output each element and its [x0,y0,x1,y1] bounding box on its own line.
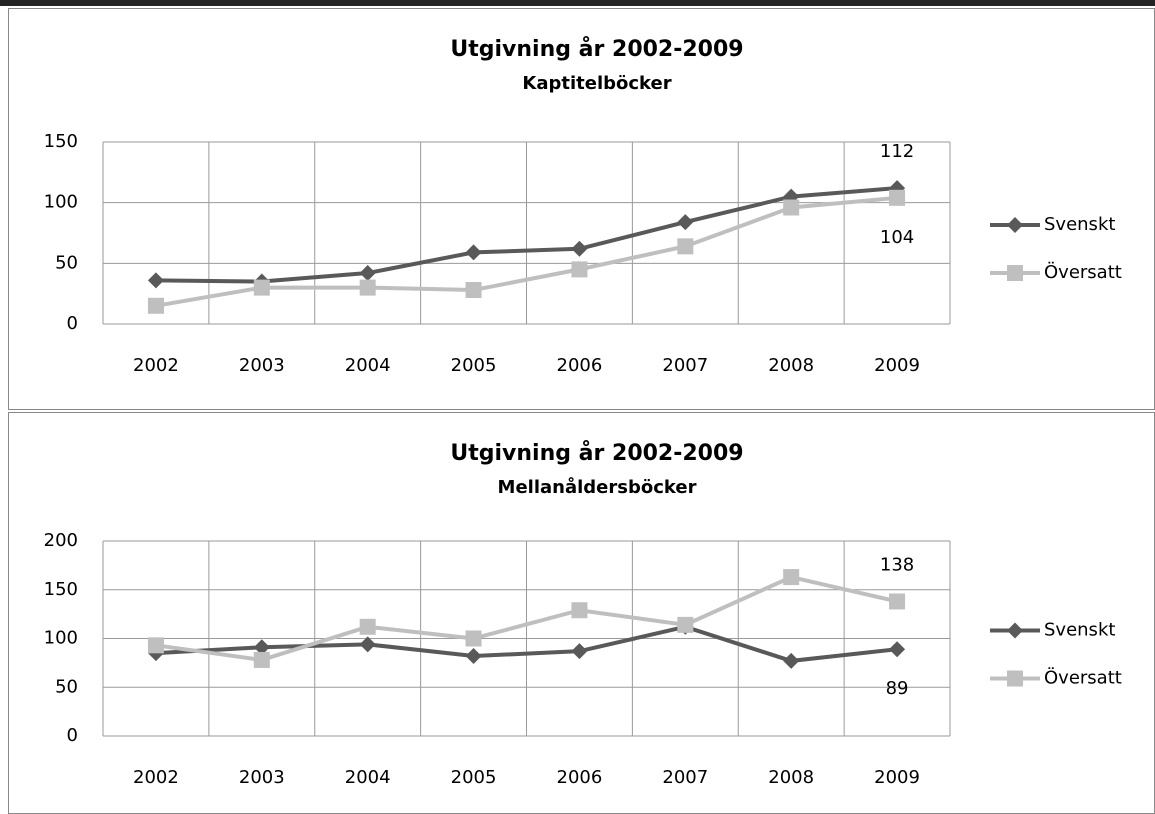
y-tick-label: 0 [67,313,78,334]
data-label: 112 [880,141,914,162]
marker [783,652,800,669]
y-tick-label: 100 [44,192,78,213]
legend-label: Svenskt [1044,620,1115,641]
chart-title: Utgivning år 2002-2009 [450,36,743,62]
marker [359,279,376,296]
marker [147,297,164,314]
marker [253,279,270,296]
marker [677,238,694,255]
marker [677,616,694,633]
marker [677,214,694,231]
marker [571,643,588,660]
marker [889,593,906,610]
x-tick-label: 2007 [662,767,708,788]
marker [1007,670,1023,687]
marker [465,244,482,261]
marker [253,639,270,656]
marker [147,637,164,654]
x-tick-label: 2002 [133,767,179,788]
marker [359,265,376,282]
marker [253,651,270,668]
y-tick-label: 0 [67,725,78,746]
marker [571,261,588,278]
series-line [155,624,898,663]
legend-label: Svenskt [1044,214,1115,235]
y-tick-label: 150 [44,579,78,600]
marker [465,282,482,299]
marker [359,618,376,635]
marker [783,199,800,216]
marker [465,648,482,665]
marker [359,636,376,653]
marker [783,569,800,586]
chart-title: Utgivning år 2002-2009 [450,440,743,466]
x-tick-label: 2004 [345,767,391,788]
x-tick-label: 2009 [874,767,920,788]
marker [147,272,164,289]
data-label: 138 [880,554,914,575]
marker [465,630,482,647]
marker [571,602,588,619]
legend-label: Översatt [1044,667,1122,689]
marker [1007,217,1023,233]
x-tick-label: 2005 [451,767,497,788]
x-tick-label: 2009 [874,355,920,376]
x-tick-label: 2006 [557,355,603,376]
x-tick-label: 2005 [451,355,497,376]
x-tick-label: 2002 [133,355,179,376]
x-tick-label: 2003 [239,355,285,376]
y-tick-label: 100 [44,628,78,649]
series-line [155,574,898,662]
y-tick-label: 200 [44,530,78,551]
x-tick-label: 2007 [662,355,708,376]
marker [1007,265,1023,281]
x-tick-label: 2004 [345,355,391,376]
data-label: 89 [886,678,909,699]
y-tick-label: 150 [44,131,78,152]
x-tick-label: 2008 [768,355,814,376]
chart-subtitle: Kaptitelböcker [522,73,671,94]
chart-frame [8,8,1155,410]
y-tick-label: 50 [55,676,78,697]
x-tick-label: 2006 [557,767,603,788]
legend-label: Översatt [1044,261,1122,283]
x-tick-label: 2003 [239,767,285,788]
series-line [155,195,898,308]
x-tick-label: 2008 [768,767,814,788]
series-line [155,186,898,284]
cropped-heading [0,0,1155,6]
y-tick-label: 50 [55,252,78,273]
marker [889,641,906,658]
marker [571,240,588,257]
marker [889,189,906,206]
chart-subtitle: Mellanåldersböcker [498,476,697,498]
data-label: 104 [880,227,914,248]
marker [1007,622,1023,639]
